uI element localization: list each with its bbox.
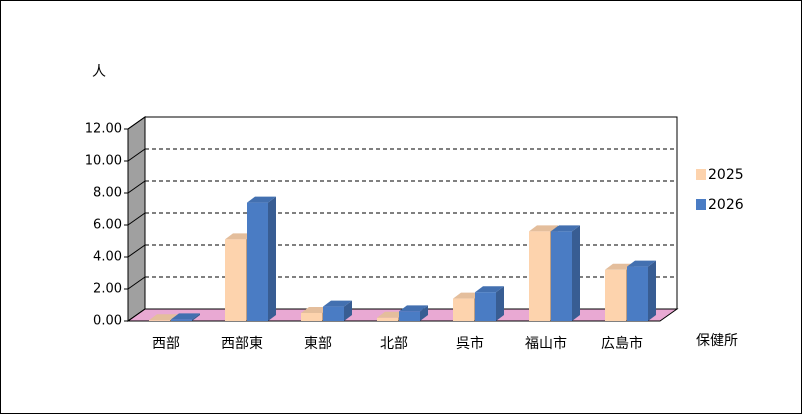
bar-side xyxy=(572,225,580,321)
legend-swatch xyxy=(696,199,706,210)
bar-top xyxy=(377,311,406,318)
legend-swatch xyxy=(696,169,706,180)
bar-side xyxy=(648,260,656,321)
grid-line-side xyxy=(127,308,146,322)
y-tick-label: 6.00 xyxy=(93,218,122,233)
bar-top xyxy=(627,260,656,267)
bar-side xyxy=(192,313,200,321)
bar-front xyxy=(171,319,192,321)
x-tick-label: 広島市 xyxy=(601,335,643,352)
bar-side xyxy=(496,286,504,321)
bar-front xyxy=(529,231,550,321)
grid-line-side xyxy=(127,212,146,226)
bar-front xyxy=(247,202,268,321)
bar xyxy=(627,260,656,321)
bar-top xyxy=(453,292,482,299)
bar xyxy=(247,196,276,321)
y-tick-label: 2.00 xyxy=(93,282,122,297)
bar-front xyxy=(605,269,626,321)
bar-front xyxy=(627,266,648,321)
legend-label: 2025 xyxy=(708,167,744,183)
bar xyxy=(171,313,200,321)
bar-top xyxy=(301,307,330,313)
bar-front xyxy=(323,306,344,321)
bar xyxy=(551,225,580,321)
bar-top xyxy=(323,300,352,307)
bar-side xyxy=(344,300,352,321)
y-tick-label: 10.00 xyxy=(85,154,122,169)
bar-top xyxy=(149,314,178,321)
bar-front xyxy=(453,298,474,321)
grid-line-side xyxy=(127,276,146,290)
bar-front xyxy=(301,313,322,321)
bar xyxy=(323,300,352,321)
bar-front xyxy=(475,292,496,321)
bar-front xyxy=(377,317,398,321)
x-tick-label: 西部 xyxy=(152,336,180,352)
bar-top xyxy=(399,305,428,312)
y-tick-label: 0.00 xyxy=(93,314,122,329)
bar-top xyxy=(529,225,558,232)
x-tick-label: 呉市 xyxy=(456,335,484,352)
bar-front xyxy=(551,231,572,321)
y-tick-label: 4.00 xyxy=(93,250,122,265)
bar-front xyxy=(149,320,170,321)
bar-top xyxy=(225,233,254,240)
legend-label: 2026 xyxy=(708,197,744,213)
bar-top xyxy=(171,313,200,320)
y-axis-label: 人 xyxy=(92,64,106,80)
bar-front xyxy=(399,311,420,321)
x-tick-label: 北部 xyxy=(380,336,408,352)
x-axis-label: 保健所 xyxy=(696,333,738,349)
y-tick-label: 12.00 xyxy=(85,122,122,137)
grid-line-side xyxy=(127,180,146,194)
bar-top xyxy=(247,196,276,203)
grid-line-side xyxy=(127,148,146,162)
bar xyxy=(475,286,504,321)
y-tick-label: 8.00 xyxy=(93,186,122,201)
bar-front xyxy=(225,239,246,321)
bar-top xyxy=(475,286,504,293)
grid-line-side xyxy=(127,116,146,130)
x-tick-label: 東部 xyxy=(304,336,332,352)
grid-line-side xyxy=(127,244,146,258)
bar-top xyxy=(551,225,580,232)
bar-side xyxy=(420,305,428,321)
x-tick-label: 西部東 xyxy=(221,336,263,352)
bar-side xyxy=(268,196,276,321)
x-tick-label: 福山市 xyxy=(525,335,567,352)
bar xyxy=(399,305,428,321)
bar-top xyxy=(605,263,634,270)
